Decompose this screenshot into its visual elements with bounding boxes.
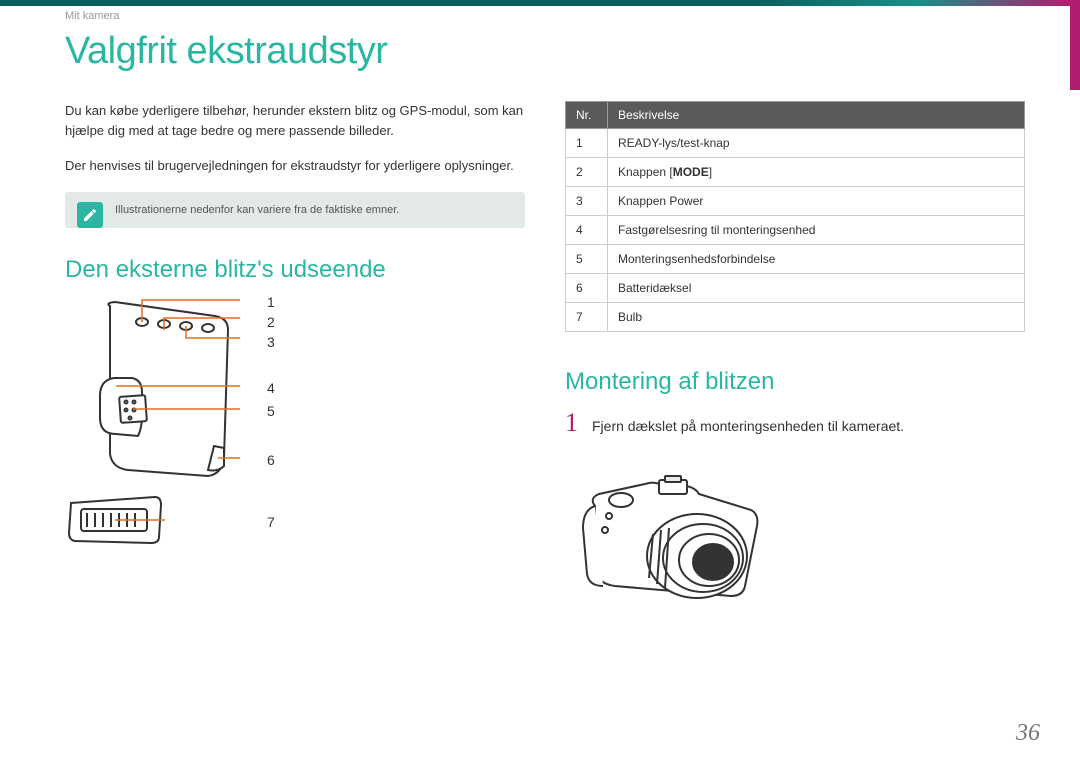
cell-desc-bold: MODE [673,165,709,179]
camera-illustration [565,456,795,626]
cell-nr: 1 [566,129,608,158]
page-title: Valgfrit ekstraudstyr [65,30,1025,73]
callout-2: 2 [267,314,275,330]
table-row: 2Knappen [MODE] [566,158,1025,187]
cell-desc: Bulb [608,303,1025,332]
callout-7: 7 [267,514,275,530]
table-header-nr: Nr. [566,102,608,129]
step-number: 1 [565,410,578,436]
callout-5: 5 [267,403,275,419]
cell-desc: Knappen [MODE] [608,158,1025,187]
cell-nr: 4 [566,216,608,245]
cell-desc-pre: Knappen [ [618,165,673,179]
section-heading-flash: Den eksterne blitz's udseende [65,256,525,284]
table-row: 4Fastgørelsesring til monteringsenhed [566,216,1025,245]
cell-nr: 7 [566,303,608,332]
right-column: Nr. Beskrivelse 1READY-lys/test-knap 2Kn… [565,101,1025,631]
note-box: Illustrationerne nedenfor kan variere fr… [65,192,525,228]
step-1: 1 Fjern dækslet på monteringsenheden til… [565,410,1025,436]
left-column: Du kan købe yderligere tilbehør, herunde… [65,101,525,631]
table-row: 6Batteridæksel [566,274,1025,303]
top-banner [0,0,1080,6]
callout-6: 6 [267,452,275,468]
intro-paragraph-2: Der henvises til brugervejledningen for … [65,156,525,176]
table-row: 5Monteringsenhedsforbindelse [566,245,1025,274]
table-header-desc: Beskrivelse [608,102,1025,129]
cell-desc: Fastgørelsesring til monteringsenhed [608,216,1025,245]
table-row: 1READY-lys/test-knap [566,129,1025,158]
accent-strip [1070,0,1080,90]
breadcrumb: Mit kamera [65,10,1025,22]
intro-paragraph-1: Du kan købe yderligere tilbehør, herunde… [65,101,525,140]
cell-desc: Batteridæksel [608,274,1025,303]
cell-desc-post: ] [709,165,712,179]
table-row: 7Bulb [566,303,1025,332]
cell-nr: 3 [566,187,608,216]
note-pencil-icon [77,202,103,228]
callout-4: 4 [267,380,275,396]
callout-3: 3 [267,334,275,350]
cell-desc: READY-lys/test-knap [608,129,1025,158]
parts-table: Nr. Beskrivelse 1READY-lys/test-knap 2Kn… [565,101,1025,332]
cell-desc: Monteringsenhedsforbindelse [608,245,1025,274]
page-content: Mit kamera Valgfrit ekstraudstyr Du kan … [65,10,1025,735]
callout-1: 1 [267,294,275,310]
cell-nr: 5 [566,245,608,274]
cell-nr: 2 [566,158,608,187]
page-number: 36 [1016,720,1040,747]
table-row: 3Knappen Power [566,187,1025,216]
flash-front-illustration [65,493,165,548]
cell-nr: 6 [566,274,608,303]
step-text: Fjern dækslet på monteringsenheden til k… [592,412,904,434]
section-heading-mount: Montering af blitzen [565,368,1025,396]
cell-desc: Knappen Power [608,187,1025,216]
flash-body-illustration [90,298,240,488]
note-text: Illustrationerne nedenfor kan variere fr… [115,204,399,216]
columns: Du kan købe yderligere tilbehør, herunde… [65,101,1025,631]
flash-figure: 1 2 3 4 5 6 7 [65,298,325,568]
